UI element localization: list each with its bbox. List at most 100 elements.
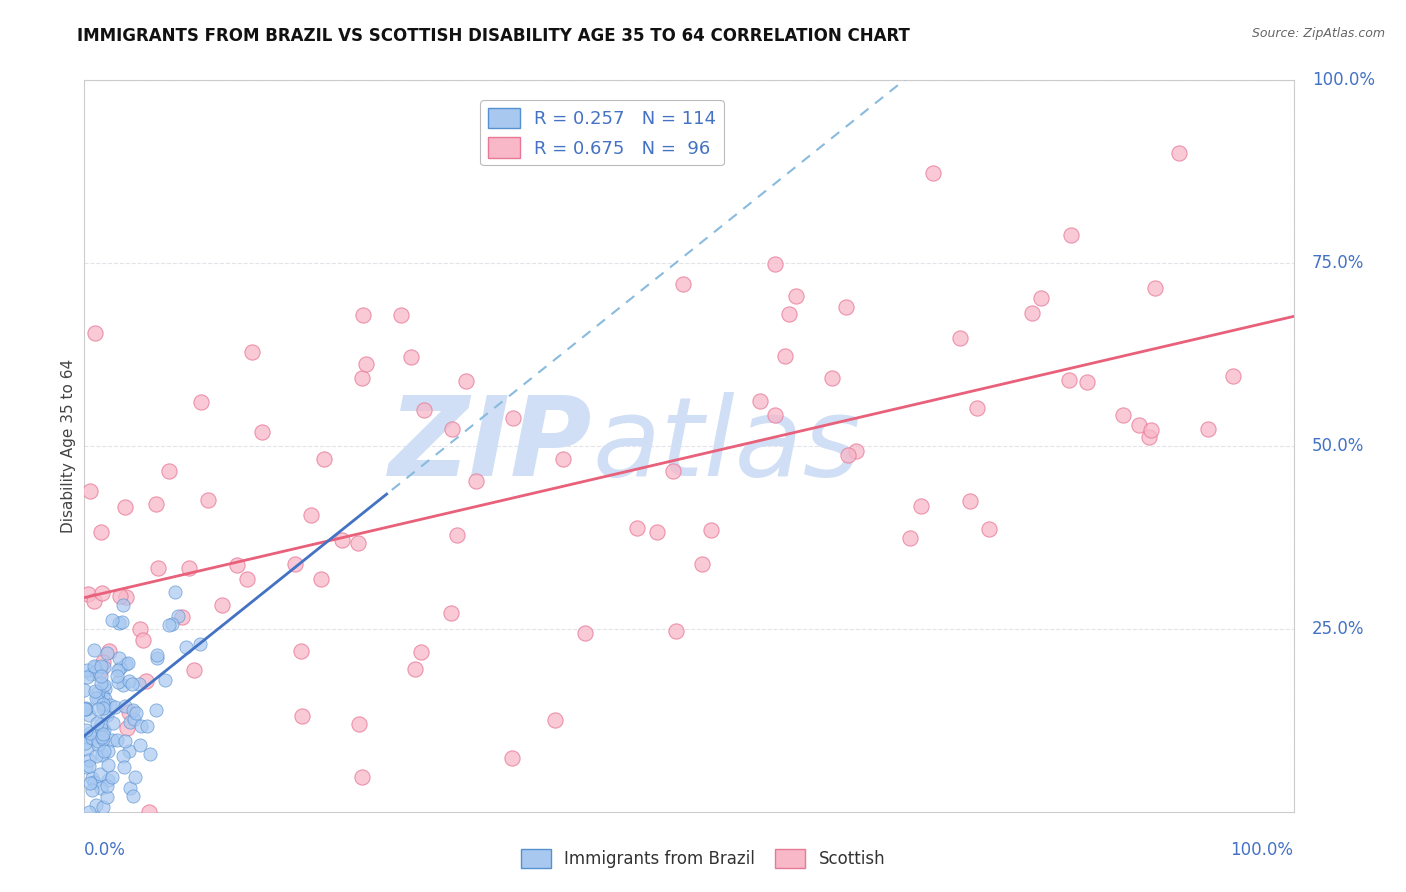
Point	[75, 759, 97, 773]
Point	[90, 669, 112, 683]
Point	[910, 499, 932, 513]
Point	[75, 723, 97, 738]
Point	[1021, 306, 1043, 320]
Point	[101, 770, 124, 784]
Point	[749, 394, 772, 409]
Point	[312, 452, 335, 467]
Point	[1140, 423, 1163, 437]
Text: 75.0%: 75.0%	[1312, 254, 1364, 272]
Point	[821, 370, 844, 384]
Point	[77, 753, 100, 767]
Point	[352, 308, 374, 322]
Point	[128, 677, 150, 691]
Point	[167, 609, 190, 624]
Point	[76, 587, 98, 601]
Point	[177, 561, 200, 575]
Point	[107, 664, 129, 678]
Point	[112, 759, 135, 773]
Point	[91, 698, 114, 712]
Point	[356, 357, 378, 371]
Point	[120, 714, 142, 729]
Point	[94, 698, 117, 712]
Text: 100.0%: 100.0%	[1230, 841, 1294, 859]
Point	[626, 521, 648, 535]
Point	[77, 707, 100, 722]
Point	[138, 805, 160, 819]
Point	[75, 702, 97, 716]
Point	[76, 670, 98, 684]
Point	[134, 674, 156, 689]
Point	[347, 716, 370, 731]
Point	[96, 779, 118, 793]
Point	[91, 730, 114, 744]
Point	[1057, 373, 1080, 387]
Point	[834, 301, 856, 315]
Point	[73, 682, 96, 697]
Point	[157, 617, 180, 632]
Point	[250, 425, 273, 439]
Point	[122, 712, 145, 726]
Point	[440, 606, 463, 620]
Point	[240, 345, 263, 359]
Point	[73, 702, 96, 716]
Point	[90, 524, 112, 539]
Point	[211, 598, 233, 612]
Text: 50.0%: 50.0%	[1312, 437, 1364, 455]
Point	[84, 683, 107, 698]
Point	[79, 776, 101, 790]
Point	[93, 744, 115, 758]
Point	[837, 448, 859, 462]
Point	[409, 645, 432, 659]
Text: IMMIGRANTS FROM BRAZIL VS SCOTTISH DISABILITY AGE 35 TO 64 CORRELATION CHART: IMMIGRANTS FROM BRAZIL VS SCOTTISH DISAB…	[77, 27, 910, 45]
Point	[93, 689, 115, 703]
Point	[763, 409, 786, 423]
Point	[197, 493, 219, 508]
Point	[672, 277, 695, 291]
Point	[101, 732, 124, 747]
Point	[84, 749, 107, 764]
Point	[108, 651, 131, 665]
Legend: Immigrants from Brazil, Scottish: Immigrants from Brazil, Scottish	[515, 842, 891, 875]
Point	[76, 742, 98, 756]
Point	[574, 626, 596, 640]
Point	[226, 558, 249, 572]
Point	[93, 723, 115, 738]
Point	[117, 744, 139, 758]
Point	[83, 594, 105, 608]
Point	[105, 733, 128, 747]
Point	[404, 661, 426, 675]
Point	[90, 676, 112, 690]
Point	[110, 589, 132, 603]
Point	[1076, 375, 1098, 389]
Point	[785, 289, 807, 303]
Point	[96, 789, 118, 804]
Point	[93, 678, 115, 692]
Point	[665, 624, 688, 639]
Point	[90, 748, 112, 763]
Point	[89, 664, 111, 678]
Point	[90, 717, 112, 731]
Point	[145, 703, 167, 717]
Point	[80, 666, 103, 681]
Point	[96, 708, 118, 723]
Point	[90, 721, 112, 735]
Point	[107, 616, 129, 631]
Point	[174, 640, 197, 655]
Point	[83, 643, 105, 657]
Point	[91, 727, 114, 741]
Point	[1197, 422, 1219, 436]
Point	[132, 633, 155, 648]
Point	[97, 758, 120, 772]
Point	[87, 738, 110, 752]
Point	[114, 734, 136, 748]
Point	[80, 771, 103, 785]
Point	[76, 663, 98, 677]
Text: ZIP: ZIP	[388, 392, 592, 500]
Point	[90, 780, 112, 795]
Point	[347, 535, 370, 549]
Point	[299, 508, 322, 523]
Text: 100.0%: 100.0%	[1312, 71, 1375, 89]
Point	[553, 452, 575, 467]
Point	[330, 533, 353, 548]
Point	[124, 770, 146, 784]
